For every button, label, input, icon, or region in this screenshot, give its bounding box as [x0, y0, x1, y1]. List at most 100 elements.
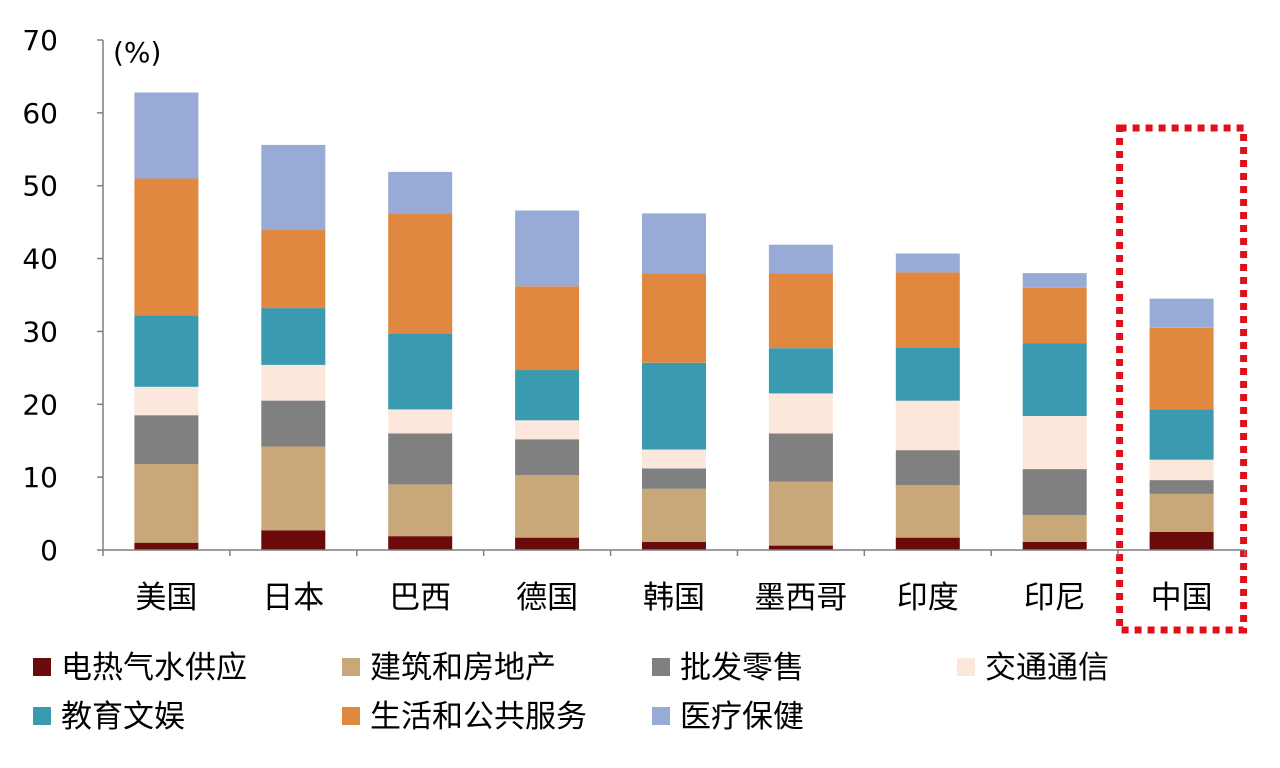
bar-segment-2-5 [388, 213, 453, 334]
bar-segment-1-5 [261, 229, 326, 309]
y-tick-label: 20 [22, 388, 58, 421]
bar-segment-8-2 [1149, 480, 1214, 494]
bar-segment-5-1 [768, 481, 833, 546]
legend-swatch [957, 658, 975, 676]
bar-segment-6-1 [895, 485, 960, 538]
y-tick-label: 40 [22, 243, 58, 276]
y-tick-label: 50 [22, 170, 58, 203]
category-label: 印尼 [1024, 580, 1086, 616]
bar-segment-4-4 [642, 362, 706, 450]
bar-segment-3-1 [515, 475, 580, 538]
bar-segment-5-5 [768, 273, 833, 349]
category-label: 巴西 [389, 580, 451, 616]
category-label: 印度 [897, 580, 959, 616]
bars-layer [134, 92, 1214, 550]
bar-segment-7-6 [1022, 273, 1087, 288]
bar-segment-6-3 [895, 400, 960, 451]
bar-segment-7-5 [1022, 287, 1087, 344]
bar-segment-3-2 [515, 439, 580, 475]
category-label: 韩国 [643, 580, 705, 616]
highlight-box [1116, 124, 1248, 634]
bar-segment-7-2 [1022, 469, 1087, 515]
bar-segment-6-4 [895, 347, 960, 401]
bar-segment-8-6 [1149, 298, 1214, 328]
bar-segment-8-5 [1149, 327, 1214, 410]
bar-segment-1-4 [261, 308, 326, 365]
bar-segment-7-0 [1022, 542, 1087, 550]
legend-swatch [652, 658, 670, 676]
bar-segment-1-2 [261, 400, 326, 447]
bar-segment-4-0 [642, 542, 706, 550]
bar-segment-5-6 [768, 244, 833, 274]
category-label: 墨西哥 [754, 580, 847, 616]
bar-segment-2-6 [388, 171, 453, 214]
bar-segment-1-0 [261, 530, 326, 550]
bar-segment-0-2 [134, 415, 199, 464]
bar-segment-1-1 [261, 446, 326, 531]
bar-segment-0-4 [134, 315, 199, 387]
bar-segment-6-6 [895, 253, 960, 273]
legend-swatch [342, 707, 360, 725]
y-tick-label: 60 [22, 97, 58, 130]
bar-segment-0-5 [134, 178, 199, 316]
bar-segment-5-4 [768, 348, 833, 394]
bar-segment-0-3 [134, 386, 199, 416]
bar-segment-4-3 [642, 449, 706, 469]
bar-segment-2-3 [388, 409, 453, 434]
legend-swatch [33, 707, 51, 725]
bar-segment-6-0 [895, 537, 960, 550]
y-tick-label: 70 [22, 24, 58, 57]
bar-segment-3-6 [515, 210, 580, 287]
category-label: 德国 [516, 580, 578, 616]
highlight-layer [1116, 124, 1248, 634]
bar-segment-3-5 [515, 286, 580, 371]
bar-segment-2-2 [388, 433, 453, 485]
bar-segment-3-3 [515, 420, 580, 440]
bar-segment-0-1 [134, 464, 199, 543]
legend-label: 交通通信 [985, 650, 1109, 686]
bar-segment-4-6 [642, 213, 706, 274]
bar-segment-8-1 [1149, 493, 1214, 532]
bar-segment-2-1 [388, 484, 453, 537]
category-label: 日本 [262, 580, 324, 616]
bar-segment-4-2 [642, 468, 706, 489]
category-label: 中国 [1151, 580, 1213, 616]
bar-segment-8-0 [1149, 531, 1214, 550]
bar-segment-7-4 [1022, 343, 1087, 416]
bar-segment-0-6 [134, 92, 199, 179]
bar-segment-6-5 [895, 272, 960, 348]
y-tick-label: 10 [22, 461, 58, 494]
bar-segment-1-6 [261, 144, 326, 230]
bar-segment-5-3 [768, 393, 833, 434]
bar-segment-4-5 [642, 273, 706, 363]
legend-label: 批发零售 [680, 650, 804, 686]
bar-segment-5-0 [768, 545, 833, 550]
bar-segment-8-3 [1149, 459, 1214, 481]
bar-segment-6-2 [895, 450, 960, 486]
bar-segment-1-3 [261, 364, 326, 401]
bar-segment-8-4 [1149, 409, 1214, 460]
legend-label: 教育文娱 [61, 699, 185, 735]
bar-segment-5-2 [768, 433, 833, 482]
bar-segment-4-1 [642, 488, 706, 542]
legend-label: 建筑和房地产 [370, 650, 556, 686]
y-axis-unit-label: (%) [113, 36, 161, 69]
bar-segment-0-0 [134, 542, 199, 550]
bar-segment-2-4 [388, 333, 453, 410]
y-tick-label: 30 [22, 315, 58, 348]
y-tick-label: 0 [40, 534, 58, 567]
bar-segment-7-1 [1022, 515, 1087, 542]
legend-label: 生活和公共服务 [370, 699, 587, 735]
bar-segment-7-3 [1022, 415, 1087, 470]
legend-swatch [652, 707, 670, 725]
bar-segment-2-0 [388, 536, 453, 550]
legend-label: 电热气水供应 [61, 650, 247, 686]
bar-segment-3-0 [515, 537, 580, 550]
bar-segment-3-4 [515, 370, 580, 421]
legend-swatch [33, 658, 51, 676]
legend-label: 医疗保健 [680, 699, 804, 735]
legend-swatch [342, 658, 360, 676]
axes-layer: 美国 日本 巴西 德国 韩国 墨西哥 印度 印尼 中国 0 10 20 30 40 50 60 70 [22, 24, 1246, 616]
